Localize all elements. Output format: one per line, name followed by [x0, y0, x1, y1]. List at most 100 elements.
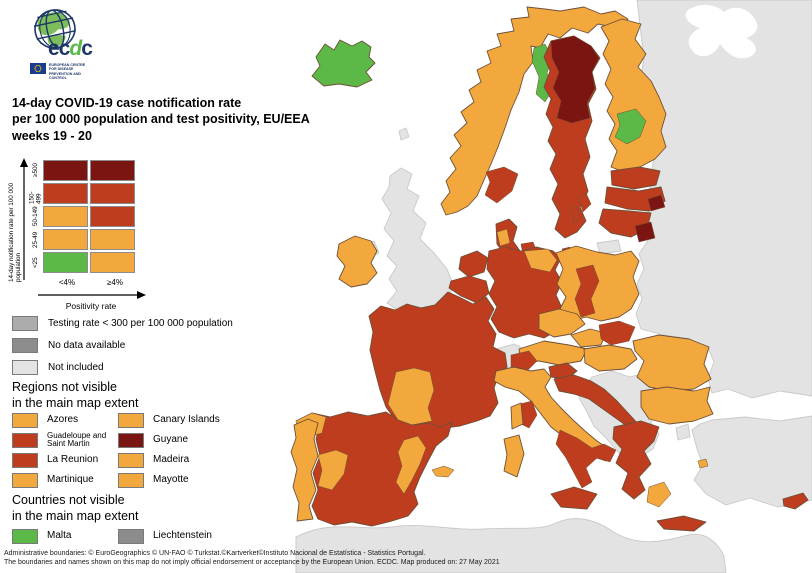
country-item-malta: Malta — [12, 526, 118, 546]
map-region-denmark-west — [496, 228, 511, 247]
map-region-ireland — [336, 235, 378, 288]
map-region-balearic-islands — [431, 465, 455, 478]
legend-item-low-testing: Testing rate < 300 per 100 000 populatio… — [12, 316, 233, 331]
countries-not-visible-heading: Countries not visible in the main map ex… — [12, 493, 139, 523]
matrix-cell — [43, 183, 88, 204]
legend-item-not-included: Not included — [12, 360, 233, 375]
map-region-czechia — [538, 308, 586, 338]
matrix-row-label: 25-49 — [32, 231, 39, 248]
map-region-romania — [632, 334, 712, 392]
matrix-row-label: 150-499 — [28, 191, 43, 204]
country-item-liechtenstein: Liechtenstein — [118, 526, 228, 546]
region-item-martinique: Martinique — [12, 470, 118, 490]
matrix-cell — [90, 229, 135, 250]
region-item-guadeloupe: Guadeloupe and Saint Martin — [12, 430, 118, 450]
map-region-france-southwest — [387, 367, 435, 426]
map-region-austria-west — [510, 350, 538, 372]
ecdc-wordmark: ecdc — [48, 37, 93, 60]
map-region-france — [368, 291, 508, 429]
map-region-cyprus — [782, 492, 809, 510]
map-region-kaliningrad — [596, 239, 622, 255]
map-title: 14-day COVID-19 case notification rate p… — [12, 95, 310, 144]
matrix-row-under-25: <25 — [30, 252, 135, 273]
region-item-azores: Azores — [12, 410, 118, 430]
map-region-corsica — [510, 402, 524, 430]
map-region-gotland — [577, 192, 592, 213]
region-item-madeira: Madeira — [118, 450, 228, 470]
map-region-finland-west — [614, 108, 647, 145]
x-axis-arrow — [38, 291, 146, 299]
matrix-cell — [43, 229, 88, 250]
title-line-1: 14-day COVID-19 case notification rate — [12, 96, 242, 110]
region-item-la-reunion: La Reunion — [12, 450, 118, 470]
map-region-oland — [570, 204, 582, 224]
status-legend: Testing rate < 300 per 100 000 populatio… — [12, 316, 233, 375]
map-region-slovakia-east — [598, 320, 636, 346]
col-label-ge4: ≥4% — [107, 278, 123, 287]
region-item-guyane: Guyane — [118, 430, 228, 450]
map-region-netherlands — [458, 250, 489, 278]
map-region-belgium — [448, 275, 490, 304]
map-region-east-europe — [635, 0, 812, 399]
title-line-3: weeks 19 - 20 — [12, 128, 92, 143]
matrix-row-label: ≥500 — [32, 163, 39, 178]
map-region-norway — [440, 6, 629, 216]
map-region-portugal — [290, 418, 319, 522]
matrix-cell — [90, 160, 135, 181]
low-testing-swatch — [12, 316, 38, 331]
footer-line-2: The boundaries and names shown on this m… — [4, 559, 500, 567]
matrix-cell — [90, 206, 135, 227]
title-line-2: per 100 000 population and test positivi… — [12, 112, 310, 127]
map-region-estonia — [610, 166, 661, 190]
footer-line-1: Administrative boundaries: © EuroGeograp… — [4, 550, 426, 557]
legend-item-no-data: No data available — [12, 338, 233, 353]
map-region-norway-southeast — [484, 166, 519, 204]
region-item-canary-islands: Canary Islands — [118, 410, 228, 430]
map-region-white-sea — [685, 4, 758, 59]
not-included-swatch — [12, 360, 38, 375]
matrix-row-150-499: 150-499 — [28, 183, 135, 204]
map-region-spain-east — [395, 435, 427, 495]
matrix-row-label: <25 — [32, 257, 39, 268]
map-region-sicily — [550, 486, 598, 510]
matrix-cell — [90, 183, 135, 204]
matrix-row-label: 50-149 — [32, 206, 39, 227]
map-region-hungary — [583, 344, 638, 372]
map-region-north-africa — [295, 518, 727, 573]
matrix-cell — [43, 206, 88, 227]
matrix-cell — [90, 252, 135, 273]
map-region-sardinia — [503, 434, 525, 478]
col-label-lt4: <4% — [58, 278, 76, 287]
map-region-poland-central — [574, 264, 600, 318]
ecdc-caption: EUROPEAN CENTRE FOR DISEASE PREVENTION A… — [49, 63, 86, 81]
matrix-row-25-49: 25-49 — [30, 229, 135, 250]
map-region-bulgaria — [640, 386, 714, 425]
map-region-crete — [656, 515, 707, 532]
map-region-greece-peloponnese — [646, 481, 672, 508]
map-region-turkey-europe — [675, 423, 691, 441]
map-region-iceland — [311, 39, 376, 88]
map-region-turkey — [691, 415, 812, 508]
matrix-row-50-149: 50-149 — [30, 206, 135, 227]
matrix-row-500: ≥500 — [30, 160, 135, 181]
regions-not-visible-heading: Regions not visible in the main map exte… — [12, 380, 139, 410]
no-data-swatch — [12, 338, 38, 353]
region-item-mayotte: Mayotte — [118, 470, 228, 490]
map-region-latvia-southeast — [647, 194, 666, 212]
ecdc-logo: ecdc EUROPEAN CENTRE FOR DISEASE PREVENT… — [26, 5, 116, 80]
map-region-united-kingdom — [381, 167, 455, 312]
x-axis-label: Positivity rate — [65, 301, 117, 311]
map-region-aegean-island — [697, 458, 709, 469]
map-region-sweden-north — [550, 35, 600, 124]
matrix-cell — [43, 160, 88, 181]
rate-positivity-legend: 14-day notification rate per 100 000 pop… — [8, 158, 208, 311]
matrix-cell — [43, 252, 88, 273]
eu-flag-icon — [30, 63, 46, 74]
countries-not-visible-list: Malta Liechtenstein — [12, 526, 228, 546]
map-region-faroe-islands — [398, 127, 410, 141]
map-region-spain-west — [317, 449, 349, 491]
regions-not-visible-list: Azores Canary Islands Guadeloupe and Sai… — [12, 410, 228, 490]
map-footer: Administrative boundaries: © EuroGeograp… — [4, 549, 810, 568]
